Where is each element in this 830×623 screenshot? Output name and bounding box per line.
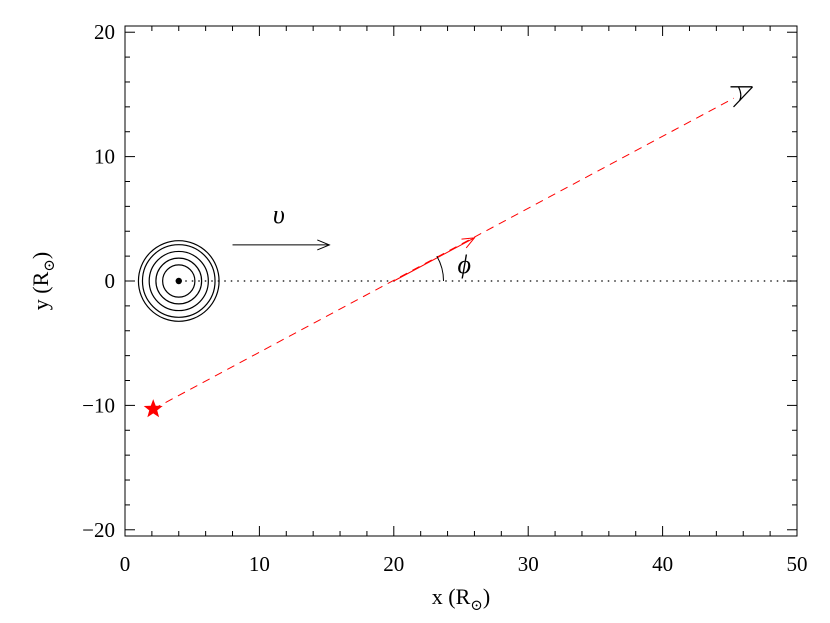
- x-tick-label: 10: [249, 552, 270, 576]
- lens-ring: [137, 240, 220, 322]
- x-tick-label: 30: [518, 552, 539, 576]
- x-axis-label: x (R⊙): [432, 584, 490, 614]
- observer-eye-icon: [730, 86, 753, 108]
- angle-arc: [436, 255, 445, 282]
- angle-label: ϕ: [458, 250, 471, 279]
- velocity-label: υ: [273, 200, 285, 229]
- y-axis-label: y (R⊙): [28, 252, 58, 310]
- lens-ring: [141, 244, 216, 318]
- x-tick-label: 20: [383, 552, 404, 576]
- plot-frame: [124, 25, 798, 537]
- lens-ring: [148, 250, 209, 312]
- lens-center-dot: [175, 277, 182, 285]
- x-tick-label: 40: [652, 552, 673, 576]
- y-tick-label: 20: [94, 20, 115, 44]
- y-tick-label: −10: [82, 393, 115, 417]
- lens-rings: [137, 240, 220, 322]
- sight-line: [152, 97, 735, 410]
- axis-ticks: [124, 26, 798, 536]
- y-tick-label: −20: [82, 518, 115, 542]
- lens-ring: [162, 264, 196, 298]
- axis-tick-labels: 0 10 20 30 40 50 −20 −10 0 10 20: [82, 20, 807, 576]
- source-star-icon: [143, 399, 163, 418]
- direction-arrow: [393, 238, 475, 282]
- lens-ring: [155, 257, 203, 305]
- x-tick-label: 50: [787, 552, 808, 576]
- x-tick-label: 0: [120, 552, 131, 576]
- y-tick-label: 10: [94, 145, 115, 169]
- y-tick-label: 0: [105, 269, 116, 293]
